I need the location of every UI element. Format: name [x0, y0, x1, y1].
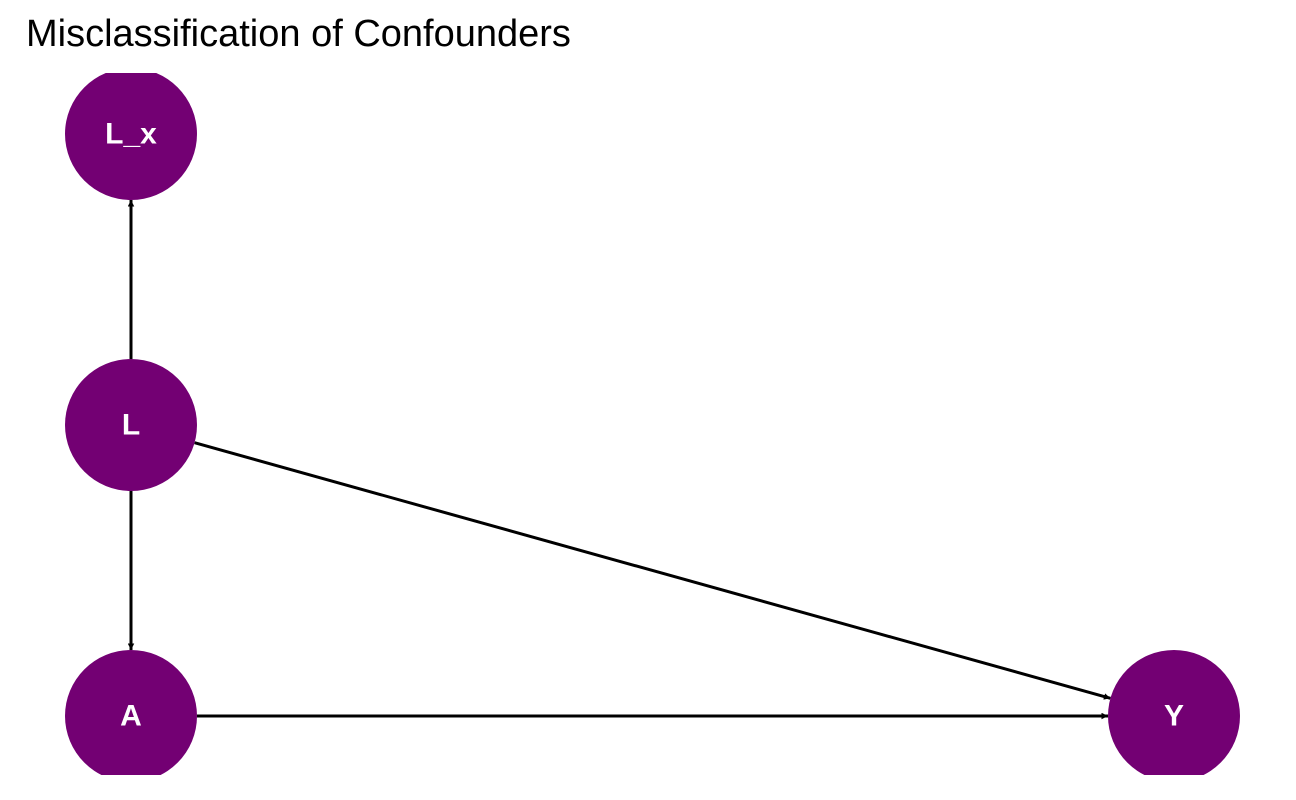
nodes-layer: L_x L A Y [65, 73, 1240, 775]
node-l: L [65, 359, 197, 491]
node-label-y: Y [1164, 700, 1184, 733]
node-l-x: L_x [65, 73, 197, 200]
node-label-a: A [120, 700, 142, 733]
node-y: Y [1108, 650, 1240, 775]
edge-l-to-y [194, 441, 1111, 700]
node-circle-l-x [65, 73, 197, 200]
diagram-title: Misclassification of Confounders [26, 13, 571, 55]
node-circle-y [1108, 650, 1240, 775]
node-circle-l [65, 359, 197, 491]
node-a: A [65, 650, 197, 775]
edges-layer [127, 200, 1111, 720]
node-label-l: L [122, 409, 140, 442]
node-circle-a [65, 650, 197, 775]
node-label-l-x: L_x [105, 118, 157, 151]
